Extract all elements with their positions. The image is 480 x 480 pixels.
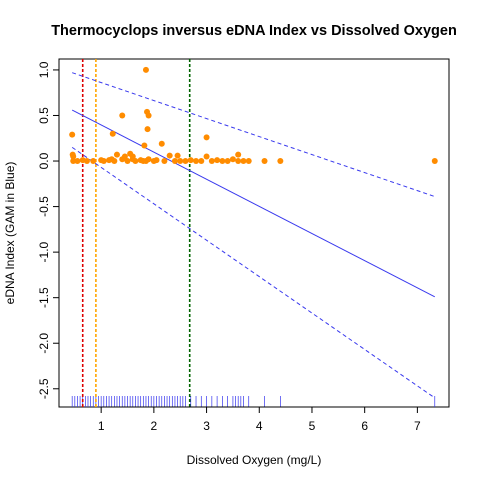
y-tick-label: -1.0	[37, 241, 51, 262]
data-point	[277, 158, 284, 165]
y-tick-label: 0.0	[37, 152, 51, 169]
data-point	[198, 158, 205, 165]
data-point	[70, 153, 77, 160]
data-point	[182, 158, 189, 165]
data-point	[177, 158, 184, 165]
gam-upper-band	[72, 72, 435, 198]
chart-title: Thermocyclops inversus eDNA Index vs Dis…	[51, 23, 457, 39]
gam-lower-band	[71, 146, 436, 399]
data-points	[69, 66, 438, 165]
x-tick-label: 4	[256, 419, 263, 433]
y-tick-label: 0.5	[37, 107, 51, 124]
x-tick-label: 7	[414, 419, 421, 433]
data-point	[145, 156, 152, 163]
data-point	[261, 158, 268, 165]
data-point	[119, 112, 126, 119]
data-point	[142, 66, 149, 73]
data-point	[187, 157, 194, 164]
data-point	[166, 152, 173, 159]
y-tick-label: 1.0	[37, 61, 51, 78]
x-axis: 1 2 3 4 5 6 7	[98, 406, 421, 433]
data-point	[203, 153, 210, 160]
data-point	[129, 153, 136, 160]
data-point	[144, 126, 151, 133]
data-point	[132, 158, 139, 165]
x-tick-label: 1	[98, 419, 105, 433]
data-point	[113, 151, 120, 158]
y-tick-label: -1.5	[37, 287, 51, 308]
data-point	[100, 158, 107, 165]
data-point	[219, 158, 226, 165]
data-point	[229, 156, 236, 163]
data-point	[208, 158, 215, 165]
data-point	[141, 142, 148, 149]
gam-fit-line	[71, 109, 435, 298]
data-point	[203, 134, 210, 141]
y-axis-label: eDNA Index (GAM in Blue)	[3, 162, 17, 305]
data-point	[109, 130, 116, 137]
data-point	[171, 158, 178, 165]
data-point	[235, 158, 242, 165]
x-tick-label: 3	[203, 419, 210, 433]
data-point	[224, 158, 231, 165]
x-tick-label: 2	[151, 419, 158, 433]
data-point	[70, 158, 77, 165]
reference-lines	[81, 59, 191, 407]
data-point	[153, 157, 160, 164]
y-tick-label: -2.0	[37, 333, 51, 354]
data-point	[240, 158, 247, 165]
data-point	[124, 158, 131, 165]
y-tick-label: -2.5	[37, 378, 51, 399]
data-point	[245, 158, 252, 165]
y-tick-label: -0.5	[37, 196, 51, 217]
data-point	[145, 112, 152, 119]
data-point	[161, 158, 168, 165]
rug-layer	[71, 396, 436, 407]
data-point	[431, 158, 438, 165]
x-tick-label: 6	[361, 419, 368, 433]
data-point	[214, 157, 221, 164]
data-point	[74, 158, 81, 165]
x-axis-label: Dissolved Oxygen (mg/L)	[187, 453, 322, 467]
data-point	[121, 153, 128, 160]
gam-fit	[71, 72, 436, 399]
data-point	[174, 152, 181, 159]
data-point	[193, 158, 200, 165]
data-point	[111, 158, 118, 165]
data-point	[83, 158, 90, 165]
x-tick-label: 5	[309, 419, 316, 433]
data-point	[90, 158, 97, 165]
data-point	[69, 131, 76, 138]
data-point	[158, 140, 165, 147]
plot-frame	[58, 58, 450, 408]
data-point	[235, 151, 242, 158]
y-axis: 1.0 0.5 0.0 -0.5 -1.0 -1.5 -2.0 -2.5	[37, 61, 60, 399]
